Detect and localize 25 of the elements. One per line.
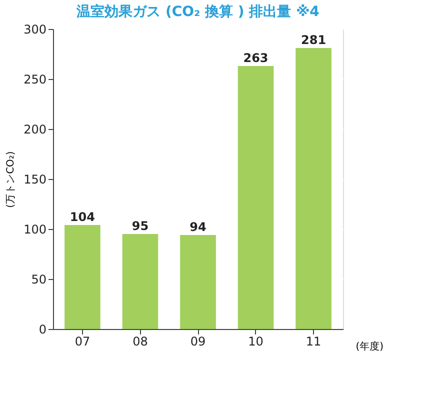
y-tick-label: 250 <box>24 72 46 86</box>
y-tick-label: 200 <box>24 122 46 136</box>
x-axis-title: (年度) <box>356 340 384 352</box>
bar <box>180 235 216 329</box>
data-label: 104 <box>70 210 95 224</box>
data-label: 263 <box>243 51 268 65</box>
y-tick-label: 100 <box>24 222 46 236</box>
x-tick-label: 08 <box>132 334 148 348</box>
bar <box>296 48 332 329</box>
data-label: 95 <box>132 219 149 233</box>
y-tick-label: 300 <box>24 22 46 36</box>
data-label: 94 <box>190 220 206 234</box>
y-axis-title: (万トンCO₂) <box>6 151 17 208</box>
y-tick-label: 0 <box>38 322 46 336</box>
data-label: 281 <box>301 33 326 47</box>
bar <box>122 234 158 329</box>
y-tick-label: 150 <box>24 172 46 186</box>
x-tick-label: 10 <box>248 334 264 348</box>
x-tick-label: 07 <box>74 334 90 348</box>
bar <box>238 66 274 329</box>
chart-title: 温室効果ガス (CO₂ 換算 ) 排出量 ※4 <box>76 3 320 20</box>
y-tick-label: 50 <box>31 272 46 286</box>
bar <box>64 225 100 329</box>
x-tick-label: 09 <box>190 334 206 348</box>
x-tick-label: 11 <box>306 334 322 348</box>
